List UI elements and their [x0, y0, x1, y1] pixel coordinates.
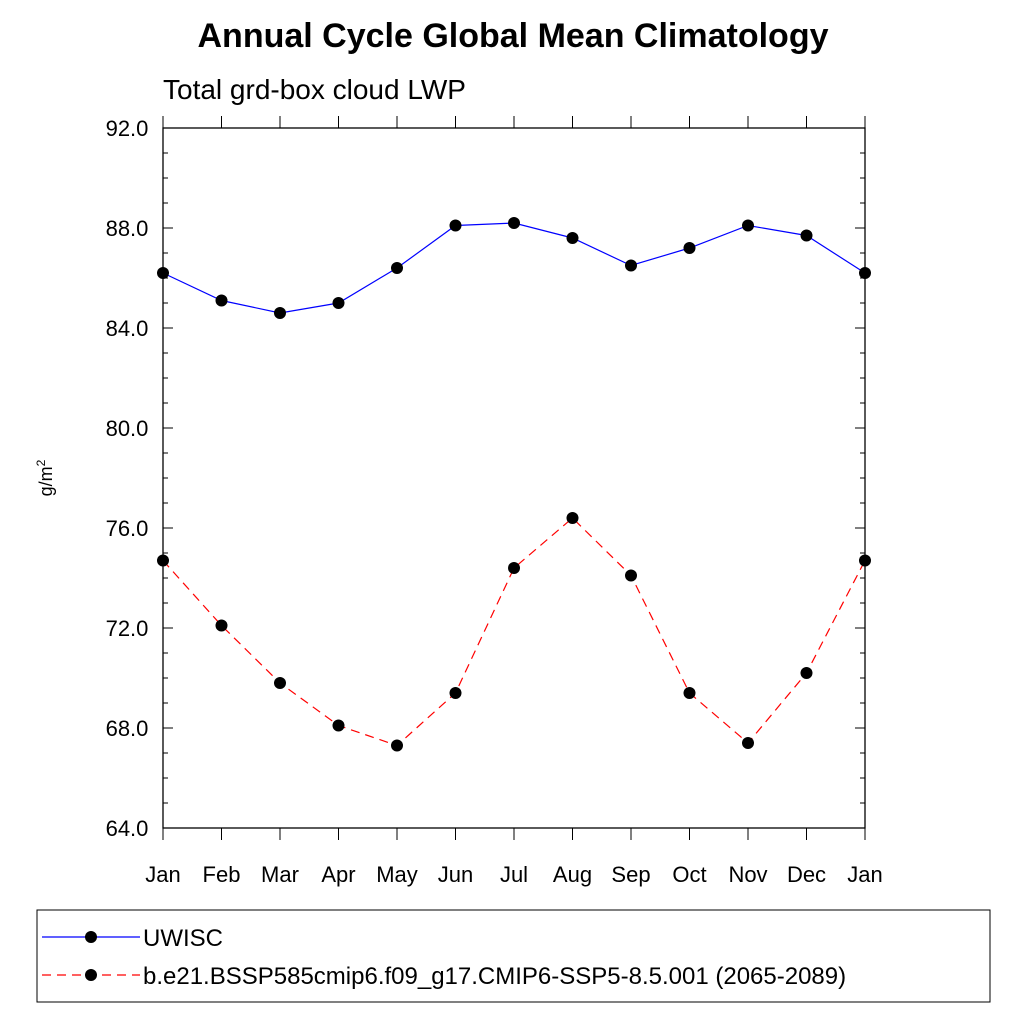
chart-title: Annual Cycle Global Mean Climatology: [198, 17, 829, 55]
series-2-point: [566, 512, 579, 524]
legend-box: [36, 909, 991, 1003]
x-tick-label: Nov: [728, 862, 767, 887]
series-2-point: [742, 737, 754, 749]
series-line-1: [162, 222, 866, 314]
series-1-point: [391, 262, 403, 274]
series-1-point: [449, 219, 462, 232]
series-1-point: [625, 259, 637, 272]
chart-subtitle: Total grd-box cloud LWP: [163, 74, 466, 105]
series-1-point: [683, 242, 696, 254]
x-axis-ticks: Jan Feb Mar Apr May Jun Jul Aug Sep Oct Nov Dec Jan: [145, 116, 883, 887]
series-line-2: [162, 517, 866, 747]
y-tick-label: 80.0: [106, 416, 149, 441]
series-2-point: [449, 687, 462, 699]
y-tick-label: 68.0: [106, 716, 149, 741]
series-1-point: [800, 229, 813, 242]
series-1-point: [742, 219, 754, 232]
series-layer: [157, 217, 871, 752]
series-1-point: [508, 217, 520, 229]
legend-marker-2: [85, 969, 97, 981]
y-axis-label: g/m2: [34, 459, 56, 496]
x-tick-label: Apr: [321, 862, 355, 887]
series-1-point: [157, 267, 169, 279]
x-tick-label: Jan: [847, 862, 882, 887]
series-2-point: [157, 554, 169, 567]
x-tick-label: Aug: [553, 862, 592, 887]
y-tick-label: 76.0: [106, 516, 149, 541]
series-2-point: [215, 619, 228, 632]
y-tick-label: 64.0: [106, 816, 149, 841]
series-2-point: [391, 739, 403, 752]
legend-label-2: b.e21.BSSP585cmip6.f09_g17.CMIP6-SSP5-8.…: [143, 963, 846, 990]
x-tick-label: Dec: [787, 862, 826, 887]
y-tick-label: 92.0: [106, 116, 149, 141]
plot-frame: [162, 127, 866, 829]
legend-label-1: UWISC: [143, 925, 223, 952]
series-2-point: [859, 554, 871, 567]
y-tick-label: 84.0: [106, 316, 149, 341]
x-tick-label: May: [376, 862, 418, 887]
series-1-point: [274, 307, 286, 319]
series-1-point: [215, 294, 228, 307]
series-2-point: [683, 687, 696, 699]
series-2-point: [332, 719, 345, 732]
x-tick-label: Jun: [438, 862, 473, 887]
x-tick-label: Mar: [261, 862, 299, 887]
legend-marker-1: [85, 931, 97, 943]
x-tick-label: Feb: [203, 862, 241, 887]
legend: UWISC b.e21.BSSP585cmip6.f09_g17.CMIP6-SS…: [42, 925, 846, 990]
series-1-point: [859, 267, 871, 279]
series-1-point: [332, 297, 345, 309]
y-axis-ticks: 64.0 68.0 72.0 76.0 80.0 84.0 88.0 92.0: [106, 116, 865, 841]
series-2-point: [800, 667, 813, 679]
y-tick-label: 72.0: [106, 616, 149, 641]
series-2-point: [274, 677, 286, 689]
series-1-point: [566, 232, 579, 244]
series-2-point: [508, 562, 520, 574]
x-tick-label: Sep: [611, 862, 650, 887]
x-tick-label: Oct: [672, 862, 706, 887]
x-tick-label: Jan: [145, 862, 180, 887]
y-tick-label: 88.0: [106, 216, 149, 241]
x-tick-label: Jul: [500, 862, 528, 887]
series-2-point: [625, 569, 637, 582]
